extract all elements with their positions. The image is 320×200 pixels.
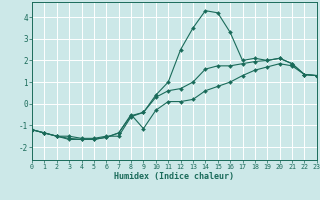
X-axis label: Humidex (Indice chaleur): Humidex (Indice chaleur) — [115, 172, 234, 181]
